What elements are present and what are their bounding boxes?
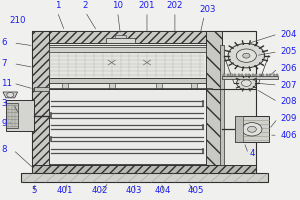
Bar [230,74,232,76]
Bar [49,47,206,52]
Bar [206,31,222,174]
Bar [49,45,206,78]
Bar [62,83,68,89]
Text: 5: 5 [31,186,37,195]
Bar [235,116,269,142]
Text: 209: 209 [281,114,297,123]
Circle shape [228,43,265,68]
Bar [32,31,220,43]
Bar [234,74,236,76]
Bar [32,31,49,174]
Text: 206: 206 [281,64,297,73]
Text: 203: 203 [199,5,215,14]
Bar [235,116,242,142]
Bar [241,74,243,76]
Bar [238,74,240,76]
Circle shape [242,80,251,86]
Circle shape [242,123,262,136]
Circle shape [236,49,256,62]
Text: 204: 204 [281,30,297,39]
Bar [156,83,162,89]
Bar [255,74,257,76]
Text: 406: 406 [281,131,297,140]
Bar [191,83,197,89]
Text: 8: 8 [2,145,7,154]
Bar [276,74,278,76]
Bar [34,87,49,91]
Bar [269,74,271,76]
Circle shape [243,53,250,58]
Text: 201: 201 [139,1,155,10]
Bar [266,74,268,76]
Bar [49,89,206,164]
Bar [49,78,206,83]
Bar [32,31,256,174]
Bar [106,38,135,43]
Text: 404: 404 [155,186,171,195]
Polygon shape [3,92,18,98]
Text: 1: 1 [55,1,60,10]
Bar [21,173,268,182]
Circle shape [7,93,14,97]
Text: 405: 405 [187,186,204,195]
Bar [262,74,264,76]
Bar [252,74,254,76]
Bar [259,74,261,76]
Bar [6,100,34,131]
Bar [32,165,256,174]
Text: 202: 202 [167,1,183,10]
Text: 7: 7 [2,59,7,68]
Bar [115,35,126,38]
Bar [109,83,115,89]
Text: 205: 205 [281,47,297,56]
Circle shape [237,77,256,90]
Text: 9: 9 [2,119,7,128]
Bar [220,45,224,165]
Text: 208: 208 [281,97,297,106]
Bar [227,74,229,76]
Text: 401: 401 [56,186,73,195]
Text: 4: 4 [250,149,256,158]
Text: 210: 210 [9,16,26,25]
Text: 10: 10 [112,1,123,10]
Text: 6: 6 [2,38,7,47]
Bar [273,74,275,76]
Bar [222,76,278,79]
Circle shape [248,126,256,132]
Text: 2: 2 [82,1,88,10]
Text: 11: 11 [2,79,13,88]
Text: 403: 403 [125,186,142,195]
Text: 402: 402 [92,186,108,195]
Text: 3: 3 [2,99,7,108]
Bar [248,74,250,76]
Bar [224,74,226,76]
Bar [244,74,247,76]
Text: 207: 207 [281,81,297,90]
Bar [6,103,18,128]
